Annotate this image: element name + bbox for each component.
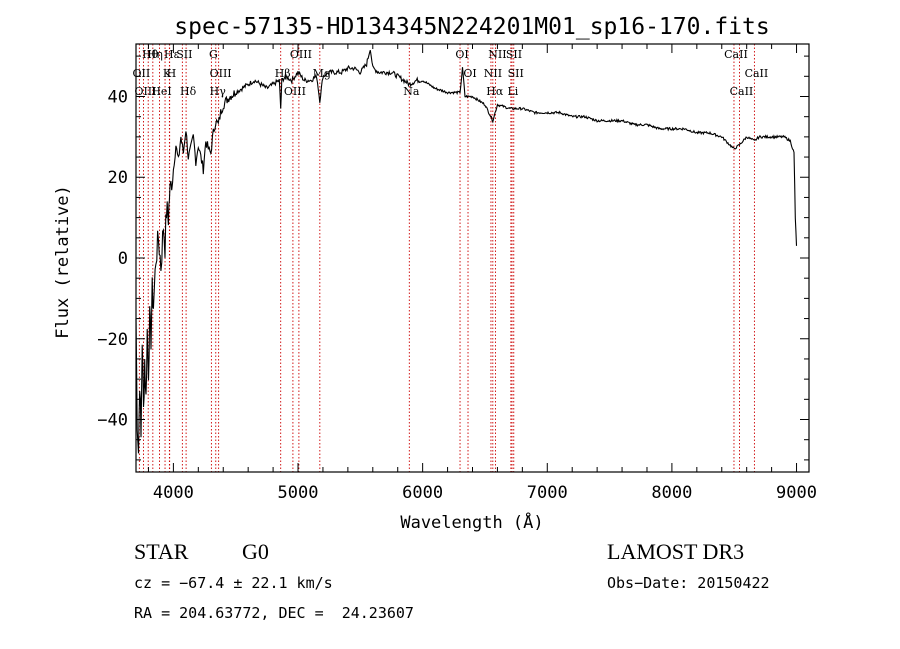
line-label-18: OI [455,48,468,61]
line-label-17: Na [403,85,420,98]
line-label-12: G [209,48,218,61]
line-label-25: SII [508,67,524,80]
x-axis-label: Wavelength (Å) [400,511,543,533]
y-axis-ticks: −40 −20 0 20 40 [97,55,809,461]
plot-frame [135,43,810,473]
coordinates: RA = 204.63772, DEC = 24.23607 [134,604,414,622]
line-label-16: Mg [313,67,331,80]
obs-date: Obs−Date: 20150422 [607,574,770,592]
object-class: STAR [134,539,189,564]
line-label-23: Li [507,85,518,98]
x-tick-label: 5000 [278,483,319,503]
line-label-20: Hα [486,85,504,98]
line-label-8: Hδ [180,85,197,98]
survey-name: LAMOST DR3 [607,539,745,564]
y-tick-label: 20 [108,168,128,188]
spectrum-line [135,50,798,454]
y-tick-label: −40 [97,411,128,431]
line-label-26: CaII [730,85,754,98]
x-tick-label: 9000 [776,483,817,503]
x-axis-ticks: 4000 5000 6000 7000 8000 9000 [147,44,817,503]
x-tick-label: 7000 [527,483,568,503]
line-label-4: K [163,67,172,80]
spectral-line-markers [138,44,755,472]
y-tick-label: 40 [108,87,128,107]
redshift-cz: cz = −67.4 ± 22.1 km/s [134,574,333,592]
y-axis-label: Flux (relative) [53,185,73,339]
y-tick-label: 0 [118,249,128,269]
line-label-1: OII [133,67,151,80]
line-label-10: OIII [210,67,232,80]
line-label-7: H [167,67,177,80]
chart-title: spec-57135-HD134345N224201M01_sp16-170.f… [174,14,769,40]
object-subclass: G0 [242,539,269,564]
line-label-5: HeI [151,85,171,98]
line-label-11: Hγ [210,85,227,98]
line-label-15: OIII [290,48,312,61]
line-label-9: SII [176,48,192,61]
line-label-2: OIII [134,85,156,98]
line-label-0: Hθ [142,48,159,61]
y-tick-label: −20 [97,330,128,350]
x-tick-label: 6000 [402,483,443,503]
line-label-27: CaII [724,48,748,61]
line-label-19: OI [463,67,476,80]
spectral-line-labels: HθOIIOIIIHηKHeIHεHHδSIIOIIIHγGHβOIIIOIII… [133,48,769,98]
x-tick-label: 8000 [651,483,692,503]
line-label-28: CaII [745,67,769,80]
spectrum-chart: spec-57135-HD134345N224201M01_sp16-170.f… [53,14,817,533]
line-label-22: NII [484,67,502,80]
line-label-24: NII [488,48,506,61]
line-label-3: Hη [147,48,163,61]
x-tick-label: 4000 [153,483,194,503]
line-label-14: OIII [284,85,306,98]
line-label-21: SII [506,48,522,61]
line-label-6: Hε [164,48,180,61]
